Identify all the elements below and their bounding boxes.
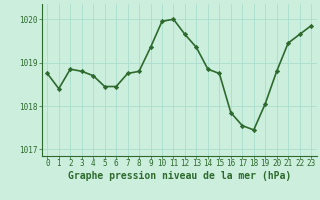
X-axis label: Graphe pression niveau de la mer (hPa): Graphe pression niveau de la mer (hPa) (68, 171, 291, 181)
